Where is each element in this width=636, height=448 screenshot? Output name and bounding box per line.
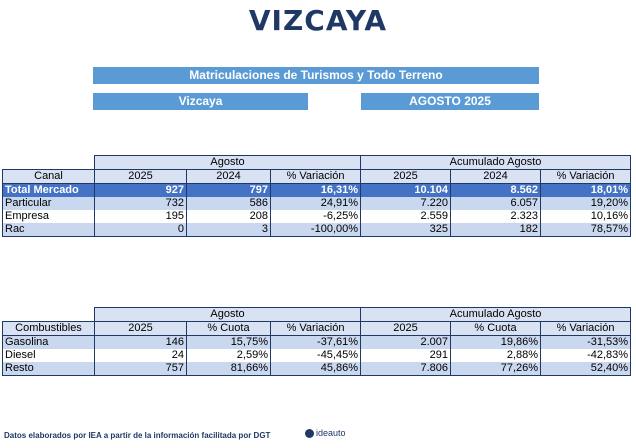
cell: 10.104	[360, 183, 452, 197]
cell: -31,53%	[540, 335, 632, 349]
column-header: Combustibles	[2, 321, 95, 336]
column-header: % Variación	[540, 169, 632, 184]
column-header: % Cuota	[450, 321, 542, 336]
cell: 0	[94, 223, 187, 237]
row-label: Gasolina	[2, 335, 95, 349]
column-header: % Variación	[269, 321, 362, 336]
column-header: % Variación	[540, 321, 632, 336]
cell: 15,75%	[186, 335, 271, 349]
table-row: Rac 0 3 -100,00% 325 182 78,57%	[2, 223, 632, 237]
cell: 81,66%	[186, 362, 271, 376]
cell: 2,59%	[186, 349, 271, 362]
cell: 10,16%	[540, 210, 632, 223]
cell: 3	[186, 223, 271, 237]
cell: 586	[186, 197, 271, 210]
cell: 797	[186, 183, 271, 197]
cell: 77,26%	[450, 362, 542, 376]
ideauto-logo: ideauto	[305, 428, 346, 438]
cell: 19,86%	[450, 335, 542, 349]
cell: 7.220	[360, 197, 452, 210]
canal-table: Agosto Acumulado Agosto Canal 2025 2024 …	[2, 155, 632, 237]
column-header: Canal	[2, 169, 95, 184]
cell: 757	[94, 362, 187, 376]
column-header: % Variación	[269, 169, 362, 184]
row-label: Resto	[2, 362, 95, 376]
cell: 146	[94, 335, 187, 349]
cell: 24,91%	[269, 197, 362, 210]
combustibles-table: Agosto Acumulado Agosto Combustibles 202…	[2, 307, 632, 376]
row-label: Particular	[2, 197, 95, 210]
cell: -100,00%	[269, 223, 362, 237]
row-label: Empresa	[2, 210, 95, 223]
cell: 732	[94, 197, 187, 210]
row-label: Diesel	[2, 349, 95, 362]
column-header: % Cuota	[186, 321, 271, 336]
cell: -45,45%	[269, 349, 362, 362]
column-header: 2025	[94, 321, 187, 336]
cell: 19,20%	[540, 197, 632, 210]
cell: 2.559	[360, 210, 452, 223]
cell: 195	[94, 210, 187, 223]
table-row: Particular 732 586 24,91% 7.220 6.057 19…	[2, 197, 632, 210]
cell: 182	[450, 223, 542, 237]
cell: 18,01%	[540, 183, 632, 197]
column-header: 2024	[186, 169, 271, 184]
cell: 7.806	[360, 362, 452, 376]
cell: 24	[94, 349, 187, 362]
source-note: Datos elaborados por IEA a partir de la …	[4, 431, 271, 440]
cell: 52,40%	[540, 362, 632, 376]
column-header: 2025	[360, 321, 452, 336]
logo-text: ideauto	[316, 428, 346, 438]
cell: -6,25%	[269, 210, 362, 223]
cell: 45,86%	[269, 362, 362, 376]
table-row: Diesel 24 2,59% -45,45% 291 2,88% -42,83…	[2, 349, 632, 362]
group-header-acumulado: Acumulado Agosto	[360, 307, 632, 322]
cell: 16,31%	[269, 183, 362, 197]
cell: 8.562	[450, 183, 542, 197]
column-header: 2024	[450, 169, 542, 184]
cell: 6.057	[450, 197, 542, 210]
cell: 325	[360, 223, 452, 237]
period-banner: AGOSTO 2025	[361, 93, 539, 110]
row-label: Total Mercado	[2, 183, 95, 197]
cell: 208	[186, 210, 271, 223]
cell: 927	[94, 183, 187, 197]
cell: 2.007	[360, 335, 452, 349]
column-header: 2025	[94, 169, 187, 184]
row-label: Rac	[2, 223, 95, 237]
group-header-acumulado: Acumulado Agosto	[360, 155, 632, 170]
group-header-agosto: Agosto	[93, 307, 362, 322]
region-banner: Vizcaya	[93, 93, 308, 110]
table-row: Empresa 195 208 -6,25% 2.559 2.323 10,16…	[2, 210, 632, 223]
table-row: Resto 757 81,66% 45,86% 7.806 77,26% 52,…	[2, 362, 632, 376]
cell: -37,61%	[269, 335, 362, 349]
page-title: VIZCAYA	[248, 4, 388, 37]
cell: 291	[360, 349, 452, 362]
table-row: Gasolina 146 15,75% -37,61% 2.007 19,86%…	[2, 335, 632, 349]
subtitle-banner: Matriculaciones de Turismos y Todo Terre…	[93, 67, 539, 84]
ideauto-logo-icon	[305, 428, 314, 438]
column-header: 2025	[360, 169, 452, 184]
group-header-agosto: Agosto	[93, 155, 362, 170]
cell: -42,83%	[540, 349, 632, 362]
table-row: Total Mercado 927 797 16,31% 10.104 8.56…	[2, 183, 632, 197]
cell: 2.323	[450, 210, 542, 223]
cell: 2,88%	[450, 349, 542, 362]
cell: 78,57%	[540, 223, 632, 237]
